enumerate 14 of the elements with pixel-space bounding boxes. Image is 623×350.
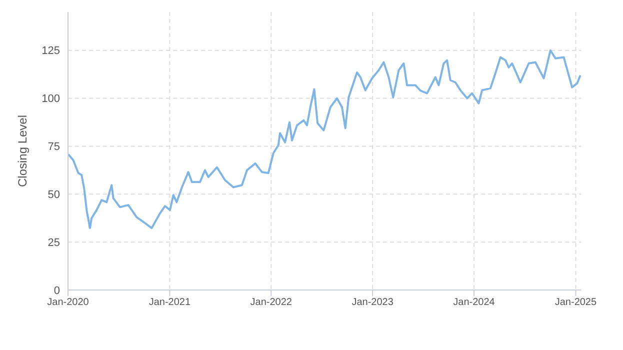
line-series xyxy=(68,49,581,230)
y-tick-label: 25 xyxy=(48,236,60,249)
y-axis-title: Closing Level xyxy=(15,114,30,188)
y-tick-label: 100 xyxy=(42,93,60,106)
x-tick-label: Jan-2020 xyxy=(47,297,90,308)
y-tick-label: 50 xyxy=(48,189,60,202)
y-tick-label: 0 xyxy=(54,284,60,297)
x-tick-label: Jan-2024 xyxy=(453,297,496,308)
y-tick-label: 125 xyxy=(42,45,60,58)
x-tick-label: Jan-2025 xyxy=(554,297,598,308)
x-tick-label: Jan-2022 xyxy=(250,297,292,308)
x-tick-label: Jan-2021 xyxy=(148,297,191,308)
y-tick-label: 75 xyxy=(48,141,60,154)
x-tick-label: Jan-2023 xyxy=(352,297,394,308)
